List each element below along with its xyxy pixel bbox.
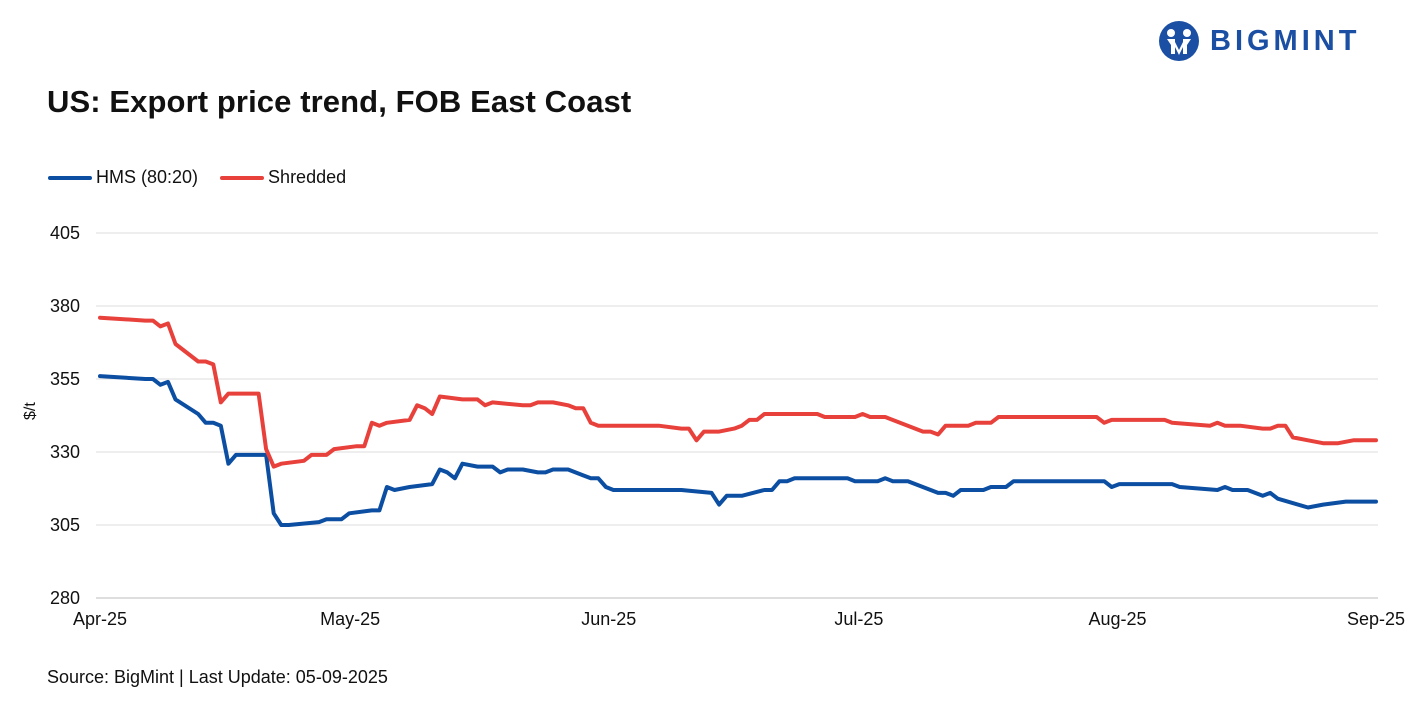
series-lines xyxy=(98,315,1378,527)
chart-legend: HMS (80:20) Shredded xyxy=(48,167,368,188)
chart-title: US: Export price trend, FOB East Coast xyxy=(47,84,632,119)
y-axis-ticks: 405 380 355 330 305 280 xyxy=(50,223,80,608)
series-line-shredded xyxy=(98,315,1378,469)
legend-item-shredded: Shredded xyxy=(220,167,346,188)
y-tick-label: 280 xyxy=(50,588,80,608)
brand-name: BIGMINT xyxy=(1210,24,1361,57)
legend-item-hms: HMS (80:20) xyxy=(48,167,198,188)
legend-label-shredded: Shredded xyxy=(268,167,347,187)
x-tick-label: Apr-25 xyxy=(73,609,127,629)
x-tick-label: Aug-25 xyxy=(1088,609,1146,629)
x-tick-label: Jun-25 xyxy=(581,609,636,629)
bigmint-logo-icon xyxy=(1159,21,1199,61)
y-tick-label: 330 xyxy=(50,442,80,462)
y-tick-label: 355 xyxy=(50,369,80,389)
grid-lines xyxy=(96,232,1378,599)
y-tick-label: 405 xyxy=(50,223,80,243)
brand-logo: BIGMINT xyxy=(1158,20,1360,62)
x-axis-ticks: Apr-25 May-25 Jun-25 Jul-25 Aug-25 Sep-25 xyxy=(73,609,1405,629)
series-line-hms xyxy=(98,374,1378,527)
x-tick-label: May-25 xyxy=(320,609,380,629)
x-tick-label: Jul-25 xyxy=(834,609,883,629)
source-note: Source: BigMint | Last Update: 05-09-202… xyxy=(47,667,388,687)
x-tick-label: Sep-25 xyxy=(1347,609,1405,629)
y-tick-label: 305 xyxy=(50,515,80,535)
y-tick-label: 380 xyxy=(50,296,80,316)
legend-swatch-hms xyxy=(48,175,92,180)
legend-label-hms: HMS (80:20) xyxy=(96,167,199,187)
legend-swatch-shredded xyxy=(220,175,265,180)
